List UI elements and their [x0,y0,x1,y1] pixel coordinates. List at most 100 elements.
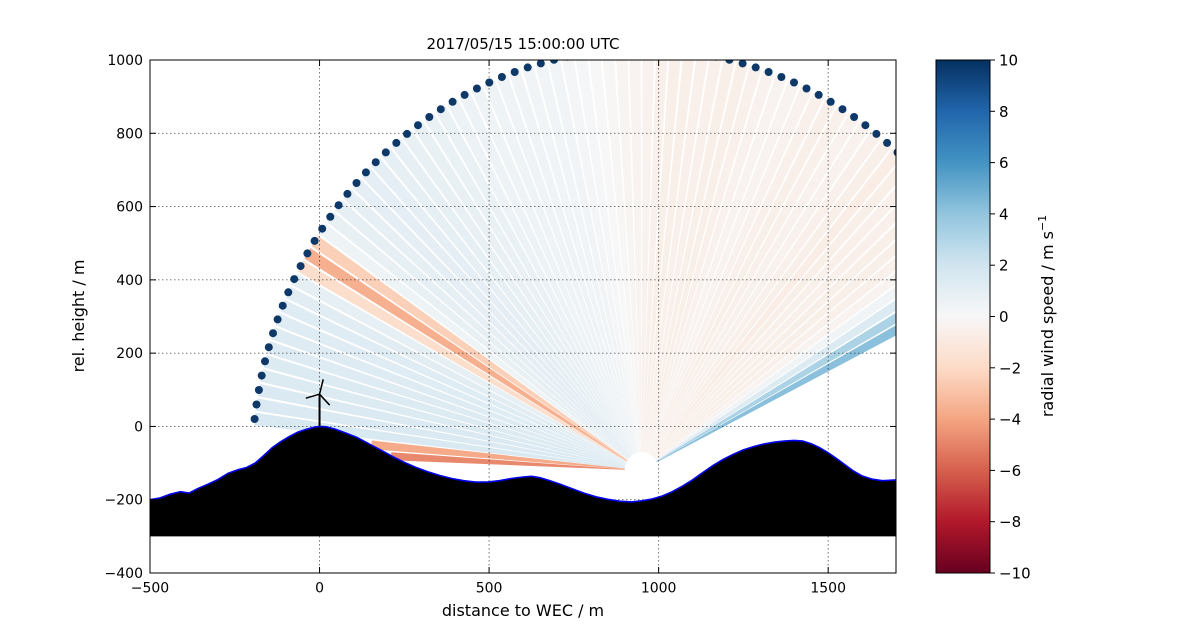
beam-end-dot [269,329,277,338]
beam-end-dot [523,63,532,72]
beam-end-dot [536,60,545,68]
colorbar-tick-label: 2 [999,257,1009,275]
scan-beam [561,60,639,453]
turbine-blade [305,393,320,399]
beam-end-dot [414,121,422,130]
scan-beam [655,256,896,460]
beam-end-dot [777,73,786,81]
scan-beam [652,139,892,457]
beam-end-dot [296,262,305,271]
scan-beam [285,286,627,463]
beam-end-dot [250,415,259,423]
scan-beam [311,235,628,461]
beam-end-dot [425,113,434,121]
y-tick-label: 0 [134,419,143,435]
scan-beam [575,60,640,453]
scan-beam [642,60,681,453]
x-tick-label: 500 [476,581,503,597]
scan-beam [280,300,627,464]
scan-beam [435,106,634,455]
scan-beam [641,60,654,453]
colorbar-tick-label: −4 [999,411,1021,429]
scan-beam [522,65,637,453]
beam-end-dot [278,301,287,310]
scan-beam [267,341,626,466]
beam-end-dot [826,97,835,106]
beam-end-dot [284,288,293,297]
beam-end-dot [290,275,299,284]
beam-end-dot [472,84,481,93]
beam-end-dot [725,60,734,64]
turbine-blade [318,393,331,406]
beam-end-dot [273,315,282,324]
beam-end-dot [264,343,273,352]
beam-end-dot [448,97,457,106]
beam-end-dot [257,371,266,380]
axis-ticks: −500 0 500 1000 1500 −400 −200 0 200 400 600 800 100… [105,53,896,597]
scan-beam [656,312,896,462]
scan-beam [652,148,896,457]
scan-beam [651,130,881,456]
beam-end-dot [326,212,335,221]
scan-beam [535,61,638,453]
y-tick-label: 600 [116,200,143,216]
colorbar: 10 8 6 4 2 0 −2 −4 −6 −8 −10 radial wind speed / m… [935,52,1057,583]
beam-end-dot [361,168,370,177]
beam-end-dot [893,148,896,157]
y-tick-label: 800 [116,126,143,142]
beam-end-dot [392,138,401,147]
terrain-silhouette [150,425,896,537]
y-axis-label: rel. height / m [69,260,88,373]
scan-beam [263,355,626,466]
scan-beam [589,60,640,453]
beam-end-dot [790,78,798,87]
colorbar-gradient [936,60,990,573]
y-tick-label: 1000 [107,53,143,69]
beam-end-dot [802,84,811,93]
scan-beam [645,60,735,453]
beam-end-dot [764,68,773,76]
scan-beam [335,200,629,460]
colorbar-label-superscript: −1 [1036,215,1049,231]
y-tick-label: −400 [105,566,143,582]
plot-title: 2017/05/15 15:00:00 UTC [426,35,619,53]
scan-beam [654,241,896,460]
scan-beam [548,60,639,453]
x-tick-label: 0 [315,581,324,597]
y-tick-label: 200 [116,346,143,362]
beam-end-dot [318,224,327,233]
beam-end-dot [371,158,380,167]
scan-beam [650,106,848,455]
scan-fan [254,60,896,470]
scan-beam [413,121,633,456]
scan-beam [616,60,641,453]
scan-beam [651,121,871,456]
scan-beam [371,158,631,458]
beam-end-dot [352,179,361,187]
y-tick-label: 400 [116,273,143,289]
beam-end-dots [250,60,896,423]
beam-end-dot [510,68,519,76]
beam-end-dot [252,400,261,409]
beam-end-dot [485,78,494,87]
scan-beam [646,65,762,453]
beam-end-dot [751,63,760,72]
scan-beam [654,224,896,459]
scan-beam [644,60,722,453]
scan-beam [381,148,631,457]
scan-beam [343,189,630,459]
scan-beam [629,60,642,453]
scan-beam [390,452,625,470]
scan-beam [319,223,628,461]
scan-beam [402,130,632,456]
scan-beam [649,92,824,455]
scan-beam [361,168,630,458]
scan-beam [602,60,641,453]
scan-beam [509,70,637,454]
colorbar-ticks: 10 8 6 4 2 0 −2 −4 −6 −8 −10 [990,52,1031,583]
scan-beam [649,98,836,455]
scan-beam [271,327,626,465]
beam-end-dot [497,73,506,81]
scan-beam [643,60,695,453]
